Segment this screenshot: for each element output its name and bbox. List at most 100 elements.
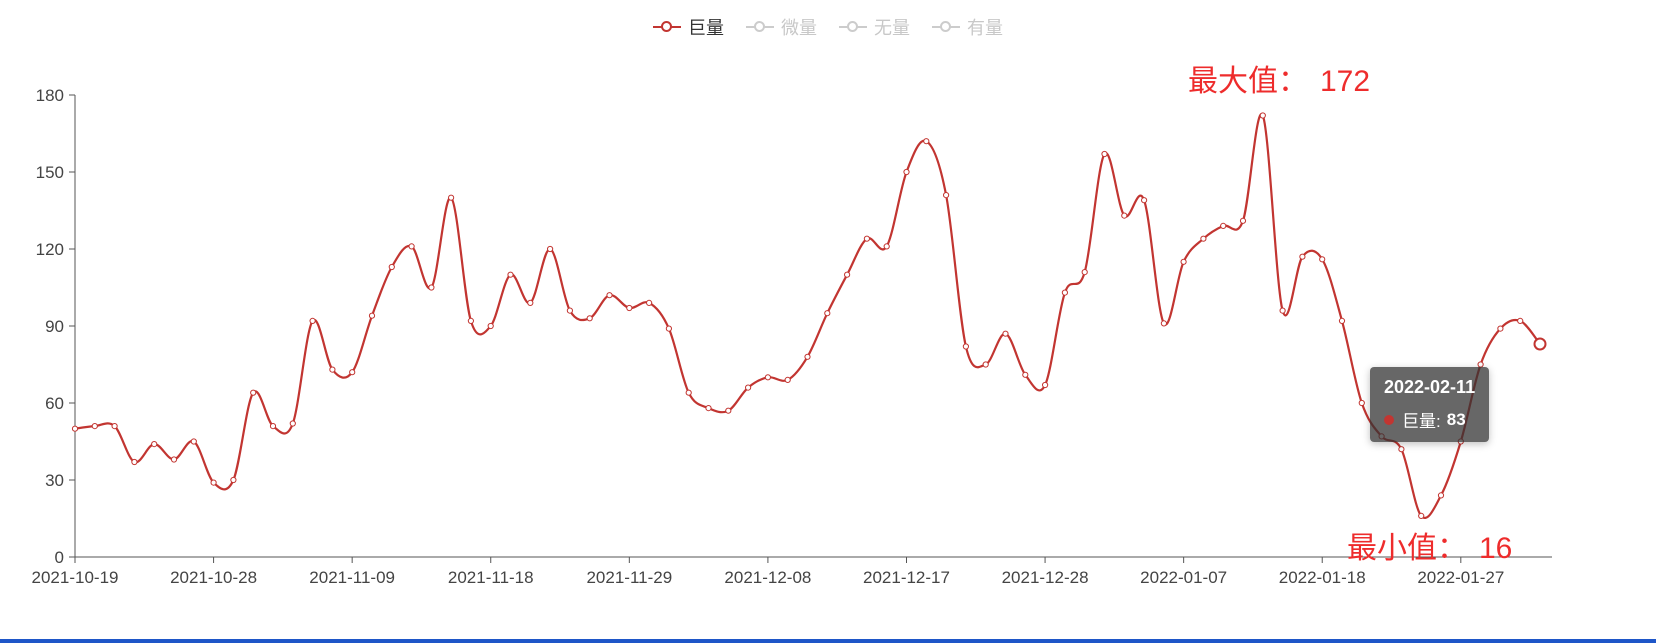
legend-label: 微量 <box>781 18 817 38</box>
data-point[interactable] <box>606 292 613 299</box>
data-point[interactable] <box>1081 269 1088 276</box>
data-point[interactable] <box>1101 150 1108 158</box>
data-point[interactable] <box>745 384 752 391</box>
data-point[interactable] <box>784 376 791 383</box>
data-point[interactable] <box>705 405 712 412</box>
data-point[interactable] <box>844 271 851 278</box>
legend-label: 有量 <box>967 18 1003 38</box>
data-point[interactable] <box>1299 253 1306 260</box>
data-point[interactable] <box>1358 399 1365 407</box>
x-axis-label: 2022-01-07 <box>1140 568 1227 587</box>
data-point[interactable] <box>1002 330 1009 337</box>
data-point[interactable] <box>923 138 930 145</box>
legend-item-weiliang[interactable]: 微量 <box>746 14 817 40</box>
data-point[interactable] <box>982 361 989 368</box>
y-axis-label: 90 <box>45 317 64 336</box>
data-point[interactable] <box>408 243 415 250</box>
data-point[interactable] <box>131 458 138 466</box>
data-point[interactable] <box>883 243 890 250</box>
data-point[interactable] <box>1517 317 1524 324</box>
series-line <box>73 112 1542 519</box>
data-point[interactable] <box>428 284 435 291</box>
data-point[interactable] <box>1418 512 1425 520</box>
x-axis-label: 2021-10-28 <box>170 568 257 587</box>
data-point[interactable] <box>1497 325 1504 332</box>
data-point[interactable] <box>91 423 98 430</box>
data-point[interactable] <box>190 438 197 445</box>
data-point[interactable] <box>111 423 118 430</box>
data-point[interactable] <box>349 369 356 376</box>
data-point[interactable] <box>962 343 970 350</box>
highlighted-data-point[interactable] <box>1533 337 1547 351</box>
data-point[interactable] <box>1279 307 1286 314</box>
x-axis-label: 2021-11-18 <box>448 568 534 587</box>
data-point[interactable] <box>1022 371 1029 378</box>
legend-item-youliang[interactable]: 有量 <box>932 14 1003 40</box>
legend-item-juliang[interactable]: 巨量 <box>653 14 724 40</box>
data-point[interactable] <box>269 423 277 430</box>
footer-accent-bar <box>0 639 1656 643</box>
data-point[interactable] <box>507 271 514 278</box>
data-point[interactable] <box>804 353 811 360</box>
data-point[interactable] <box>1200 235 1207 242</box>
data-point[interactable] <box>388 263 395 271</box>
data-point[interactable] <box>1220 222 1227 229</box>
tooltip-date: 2022-02-11 <box>1384 377 1476 397</box>
data-point[interactable] <box>1338 317 1346 324</box>
data-point[interactable] <box>725 407 732 414</box>
data-point[interactable] <box>646 299 653 306</box>
chart-tooltip: 2022-02-11 巨量: 83 <box>1370 367 1490 442</box>
data-point[interactable] <box>566 307 574 314</box>
data-point[interactable] <box>1180 258 1187 265</box>
data-point[interactable] <box>210 479 217 486</box>
x-axis-label: 2022-01-27 <box>1417 568 1504 587</box>
data-point[interactable] <box>764 374 772 381</box>
data-point[interactable] <box>1042 381 1049 389</box>
data-point[interactable] <box>170 456 178 463</box>
data-point[interactable] <box>903 168 910 176</box>
data-point[interactable] <box>467 317 474 324</box>
data-point[interactable] <box>943 192 950 199</box>
data-point[interactable] <box>1239 217 1247 224</box>
min-value-number: 16 <box>1479 532 1513 565</box>
data-point[interactable] <box>487 322 494 330</box>
x-axis-label: 2022-01-18 <box>1279 568 1366 587</box>
legend-item-wuliang[interactable]: 无量 <box>839 14 910 40</box>
data-point[interactable] <box>1319 256 1326 263</box>
data-point[interactable] <box>824 310 831 317</box>
legend-label: 无量 <box>874 18 910 38</box>
data-point[interactable] <box>1061 289 1069 296</box>
chart-legend: 巨量 微量 无量 有量 <box>0 14 1656 40</box>
data-point[interactable] <box>1121 212 1128 219</box>
data-point[interactable] <box>1398 446 1405 453</box>
data-point[interactable] <box>1259 112 1266 119</box>
y-axis-label: 120 <box>36 240 64 259</box>
tooltip-value: 83 <box>1446 409 1466 429</box>
y-axis-label: 30 <box>45 471 64 490</box>
data-point[interactable] <box>151 441 158 448</box>
data-point[interactable] <box>289 420 296 427</box>
max-value-label: 最大值： <box>1188 65 1308 98</box>
data-point[interactable] <box>1160 320 1168 327</box>
data-point[interactable] <box>863 235 871 242</box>
data-point[interactable] <box>586 315 593 322</box>
data-point[interactable] <box>309 317 316 324</box>
data-point[interactable] <box>329 366 336 373</box>
y-axis-label: 180 <box>36 86 64 105</box>
data-point[interactable] <box>665 325 673 332</box>
data-point[interactable] <box>250 389 257 396</box>
data-point[interactable] <box>547 245 554 253</box>
data-point[interactable] <box>527 299 534 306</box>
data-point[interactable] <box>71 425 79 432</box>
data-point[interactable] <box>368 312 376 319</box>
data-point[interactable] <box>230 476 237 484</box>
data-point[interactable] <box>1141 197 1148 204</box>
data-point[interactable] <box>1437 492 1445 499</box>
tooltip-series-label: 巨量: <box>1402 412 1441 431</box>
data-point[interactable] <box>448 194 455 201</box>
data-point[interactable] <box>626 304 633 312</box>
data-point[interactable] <box>685 389 692 396</box>
min-value-annotation: 最小值： 16 <box>1347 523 1512 567</box>
